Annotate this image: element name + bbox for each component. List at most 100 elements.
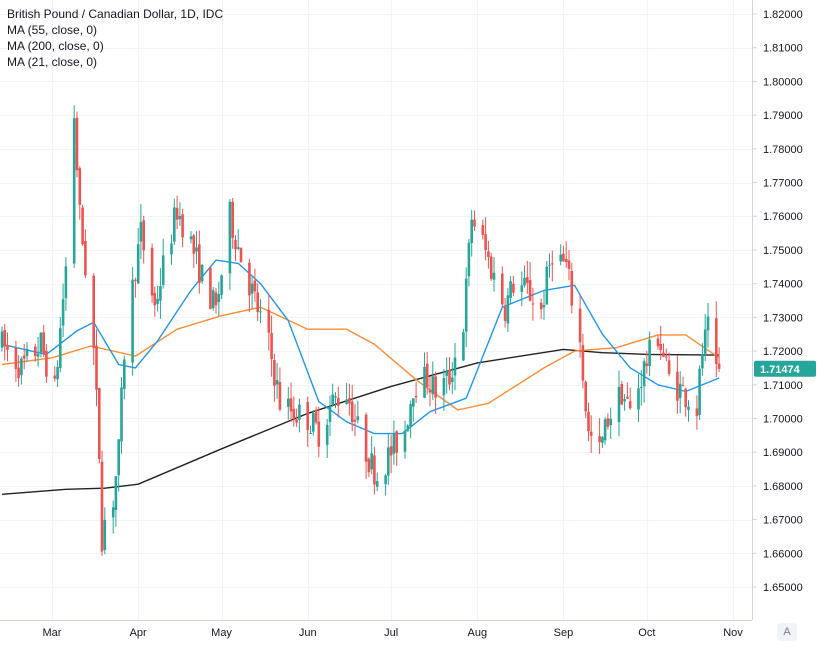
time-axis[interactable]: Mar Apr May Jun Jul Aug Sep Oct Nov <box>43 627 744 639</box>
candle-body <box>606 418 610 427</box>
ma55-line <box>1 306 720 411</box>
candle-body <box>384 475 387 485</box>
candle-body <box>356 416 360 420</box>
candle-body <box>528 280 532 301</box>
candle-body <box>178 216 182 220</box>
candle-body <box>117 439 120 476</box>
candle-body <box>64 266 68 299</box>
candle-body <box>503 306 507 321</box>
last-price-tag-box <box>754 360 816 377</box>
candle-body <box>3 330 6 347</box>
ma55-legend[interactable]: MA (55, close, 0) <box>7 23 98 37</box>
candle-body <box>464 278 468 332</box>
candle-body <box>601 437 604 443</box>
candle-body <box>389 446 393 456</box>
candle-body <box>275 380 279 385</box>
time-tick-label: Jun <box>299 627 317 639</box>
candle-body <box>120 387 123 442</box>
candle-body <box>195 247 198 252</box>
candle-body <box>334 396 337 398</box>
candle-body <box>159 286 162 301</box>
candle-body <box>236 247 240 249</box>
candle-body <box>392 433 396 454</box>
candle-body <box>364 414 368 462</box>
price-tick-label: 1.70000 <box>763 413 803 425</box>
price-tick-label: 1.74000 <box>763 279 803 291</box>
candle-body <box>353 419 357 422</box>
candle-body <box>114 476 118 510</box>
last-price-tag: 1.71474 <box>754 360 816 377</box>
candle-body <box>95 345 98 390</box>
candle-body <box>642 361 646 387</box>
candle-body <box>687 406 690 410</box>
candle-body <box>645 363 649 366</box>
candle-body <box>501 273 504 305</box>
candle-body <box>345 399 348 404</box>
candle-body <box>273 360 276 386</box>
candle-body <box>559 254 562 262</box>
price-tick-label: 1.79000 <box>763 110 803 122</box>
candle-body <box>267 309 271 333</box>
chart-legend: British Pound / Canadian Dollar, 1D, IDC… <box>7 6 223 70</box>
candle-body <box>211 290 215 309</box>
time-tick-label: Jul <box>384 627 398 639</box>
candle-body <box>695 408 699 417</box>
candle-body <box>192 235 196 254</box>
price-tick-label: 1.73000 <box>763 312 803 324</box>
candle-body <box>473 219 476 227</box>
candle-body <box>542 305 546 308</box>
candle-body <box>451 377 454 383</box>
price-tick-label: 1.81000 <box>763 43 803 55</box>
candle-body <box>53 375 57 379</box>
candle-body <box>412 398 415 407</box>
candle-body <box>92 275 95 349</box>
candle-body <box>78 168 82 205</box>
candle-body <box>150 247 154 296</box>
candle-body <box>678 383 682 399</box>
candle-body <box>250 283 254 294</box>
candle-body <box>492 272 496 280</box>
candle-body <box>409 404 412 427</box>
auto-scale-button[interactable]: A <box>777 623 797 641</box>
candle-body <box>520 285 524 292</box>
candle-body <box>425 363 429 387</box>
candle-body <box>489 256 493 279</box>
grid <box>0 0 752 620</box>
time-tick-label: Mar <box>43 627 62 639</box>
candle-body <box>25 348 29 357</box>
price-tick-label: 1.77000 <box>763 178 803 190</box>
candle-body <box>470 219 473 243</box>
symbol-title[interactable]: British Pound / Canadian Dollar, 1D, IDC <box>7 7 224 21</box>
candle-body <box>200 264 204 282</box>
candle-body <box>153 292 157 306</box>
candle-body <box>603 419 607 441</box>
candle-body <box>567 260 571 269</box>
candle-body <box>289 398 293 412</box>
price-tick-label: 1.68000 <box>763 481 803 493</box>
candle-body <box>684 388 687 408</box>
candle-body <box>220 275 223 295</box>
candle-body <box>453 357 457 376</box>
candle-body <box>20 358 23 376</box>
ma200-legend[interactable]: MA (200, close, 0) <box>7 39 104 53</box>
candle-body <box>373 455 376 485</box>
candle-body <box>715 318 718 364</box>
price-axis[interactable]: 1.65000 1.66000 1.67000 1.68000 1.69000 1.700… <box>752 9 803 594</box>
candle-body <box>403 430 407 452</box>
candle-body <box>0 331 4 348</box>
ma55-path <box>1 306 720 411</box>
time-tick-label: Oct <box>638 627 655 639</box>
candle-body <box>462 332 465 361</box>
ma21-legend[interactable]: MA (21, close, 0) <box>7 55 98 69</box>
candle-body <box>278 382 282 410</box>
candles <box>0 105 721 556</box>
candle-body <box>623 399 626 402</box>
candle-body <box>665 356 668 358</box>
candle-body <box>609 418 612 426</box>
candle-body <box>598 436 601 443</box>
candle-body <box>325 425 329 445</box>
candle-body <box>239 247 243 263</box>
candle-body <box>22 355 26 359</box>
candle-body <box>350 401 354 423</box>
